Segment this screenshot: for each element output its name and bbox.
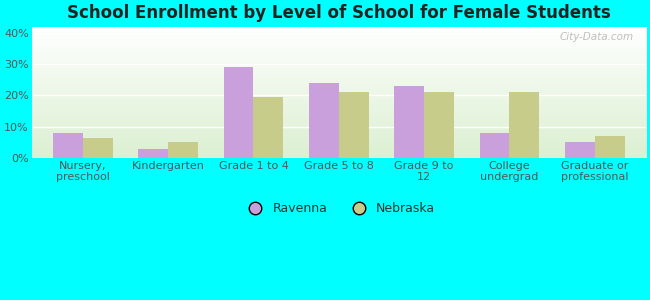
- Title: School Enrollment by Level of School for Female Students: School Enrollment by Level of School for…: [67, 4, 610, 22]
- Bar: [53, 133, 83, 158]
- Bar: [168, 142, 198, 158]
- Bar: [224, 67, 254, 158]
- Bar: [424, 92, 454, 158]
- Bar: [309, 83, 339, 158]
- Legend: Ravenna, Nebraska: Ravenna, Nebraska: [237, 197, 440, 220]
- Bar: [480, 133, 510, 158]
- Bar: [83, 138, 112, 158]
- Bar: [595, 136, 625, 158]
- Bar: [254, 97, 283, 158]
- Bar: [565, 142, 595, 158]
- Bar: [510, 92, 540, 158]
- Bar: [138, 148, 168, 158]
- Bar: [339, 92, 369, 158]
- Bar: [394, 86, 424, 158]
- Text: City-Data.com: City-Data.com: [560, 32, 634, 42]
